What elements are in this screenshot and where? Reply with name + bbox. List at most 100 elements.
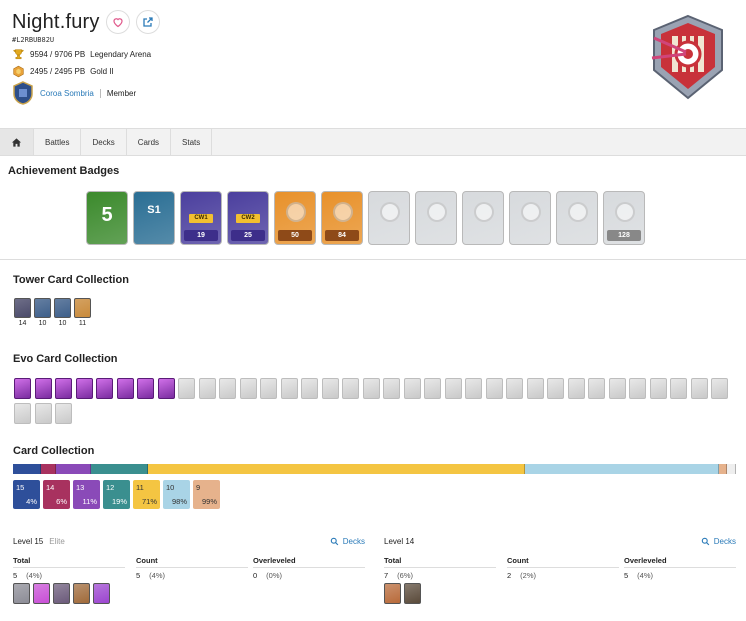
overleveled-value: 0 <box>253 571 258 580</box>
card-icon[interactable] <box>33 583 50 604</box>
achievement-badge[interactable]: S1 <box>133 191 175 245</box>
achievement-badge[interactable] <box>556 191 598 245</box>
external-link-icon <box>142 17 153 27</box>
tower-card[interactable]: 11 <box>74 298 91 327</box>
achievement-badge[interactable]: CW1 19 <box>180 191 222 245</box>
evo-card-icon[interactable] <box>567 378 585 399</box>
evo-card-icon[interactable] <box>239 378 257 399</box>
level-summary-box[interactable]: 13 11% <box>73 480 100 509</box>
evo-card-icon[interactable] <box>321 378 339 399</box>
card-level-distribution-bar <box>13 464 736 474</box>
evo-card-icon[interactable] <box>178 378 195 399</box>
card-icon[interactable] <box>13 583 30 604</box>
evo-card-icon[interactable] <box>157 378 175 399</box>
evo-card-icon[interactable] <box>55 403 72 424</box>
tower-card[interactable]: 10 <box>54 298 71 327</box>
badge-label: CW2 <box>236 214 260 223</box>
player-tag: #L2RBUB82U <box>12 36 55 44</box>
tab-stats[interactable]: Stats <box>171 129 213 155</box>
evo-card-icon[interactable] <box>14 403 31 424</box>
evo-card-icon[interactable] <box>383 378 400 399</box>
total-value: 7 <box>384 571 389 580</box>
evo-card-icon[interactable] <box>342 378 359 399</box>
evo-card-icon[interactable] <box>485 378 503 399</box>
tab-home[interactable] <box>0 129 34 155</box>
evo-card-icon[interactable] <box>362 378 380 399</box>
tab-decks[interactable]: Decks <box>81 129 127 155</box>
level-number: 9 <box>196 483 201 492</box>
level-summary-box[interactable]: 12 19% <box>103 480 130 509</box>
tower-card[interactable]: 10 <box>34 298 51 327</box>
tower-card-icon <box>74 298 91 318</box>
evo-card-icon[interactable] <box>670 378 687 399</box>
tab-battles[interactable]: Battles <box>34 129 82 155</box>
evo-card-icon[interactable] <box>219 378 236 399</box>
achievement-badge[interactable] <box>509 191 551 245</box>
evo-card-icon[interactable] <box>34 403 52 424</box>
card-icon[interactable] <box>53 583 70 604</box>
evo-card-icon[interactable] <box>711 378 728 399</box>
decks-link[interactable]: Decks <box>330 537 365 546</box>
evo-card-icon[interactable] <box>506 378 523 399</box>
level-summary-box[interactable]: 10 98% <box>163 480 190 509</box>
level-summary-box[interactable]: 15 4% <box>13 480 40 509</box>
evo-card-icon[interactable] <box>96 378 113 399</box>
evo-card-icon[interactable] <box>301 378 318 399</box>
level-summary-box[interactable]: 14 6% <box>43 480 70 509</box>
league-row: 2495 / 2495 PB Gold II <box>12 64 632 78</box>
achievement-badge[interactable]: 84 <box>321 191 363 245</box>
evo-card-icon[interactable] <box>260 378 277 399</box>
evo-card-icon[interactable] <box>444 378 462 399</box>
badge-count: 19 <box>184 230 218 241</box>
evo-card-icon[interactable] <box>55 378 72 399</box>
achievement-badge[interactable]: CW2 25 <box>227 191 269 245</box>
decks-link[interactable]: Decks <box>701 537 736 546</box>
evo-card-icon[interactable] <box>137 378 154 399</box>
overleveled-header: Overleveled <box>624 556 736 568</box>
achievement-badge[interactable] <box>462 191 504 245</box>
card-icon[interactable] <box>73 583 90 604</box>
evo-card-icon[interactable] <box>14 378 31 399</box>
evo-card-icon[interactable] <box>649 378 667 399</box>
evo-card-icon[interactable] <box>465 378 482 399</box>
achievement-badge[interactable] <box>415 191 457 245</box>
card-icon[interactable] <box>404 583 421 604</box>
evo-card-icon[interactable] <box>588 378 605 399</box>
evo-card-icon[interactable] <box>424 378 441 399</box>
evo-card-icon[interactable] <box>608 378 626 399</box>
tower-card[interactable]: 14 <box>14 298 31 327</box>
evo-card-icon[interactable] <box>629 378 646 399</box>
overleveled-header: Overleveled <box>253 556 365 568</box>
trophy-row: 9594 / 9706 PB Legendary Arena <box>12 47 632 61</box>
card-icon[interactable] <box>384 583 401 604</box>
favorite-button[interactable] <box>105 10 130 34</box>
achievement-badge[interactable]: 5 <box>86 191 128 245</box>
evo-card-icon[interactable] <box>690 378 708 399</box>
tower-card-icon <box>54 298 71 318</box>
bar-segment <box>91 464 149 474</box>
external-link-button[interactable] <box>135 10 160 34</box>
level-summary-box[interactable]: 11 71% <box>133 480 160 509</box>
trophy-icon <box>13 48 24 59</box>
badge-emblem-icon <box>474 202 494 222</box>
achievement-badges: 5 S1 CW1 19 CW2 25 50 84 128 <box>86 191 645 245</box>
level-summary-box[interactable]: 9 99% <box>193 480 220 509</box>
evo-card-icon[interactable] <box>526 378 544 399</box>
evo-card-icon[interactable] <box>116 378 134 399</box>
tower-card-level: 14 <box>18 320 27 327</box>
clan-name-link[interactable]: Coroa Sombria <box>40 88 94 98</box>
evo-card-icon[interactable] <box>403 378 421 399</box>
achievement-badge[interactable] <box>368 191 410 245</box>
evo-card-icon[interactable] <box>547 378 564 399</box>
evo-card-icon[interactable] <box>198 378 216 399</box>
achievement-badge[interactable]: 128 <box>603 191 645 245</box>
count-percent: (4%) <box>149 571 166 580</box>
evo-card-icon[interactable] <box>280 378 298 399</box>
evo-card-icon[interactable] <box>75 378 93 399</box>
card-icon[interactable] <box>93 583 110 604</box>
tower-card-list: 14 10 10 11 <box>14 298 91 327</box>
tab-cards[interactable]: Cards <box>127 129 172 155</box>
evo-card-icon[interactable] <box>34 378 52 399</box>
achievement-badge[interactable]: 50 <box>274 191 316 245</box>
badge-value: S1 <box>147 204 161 216</box>
